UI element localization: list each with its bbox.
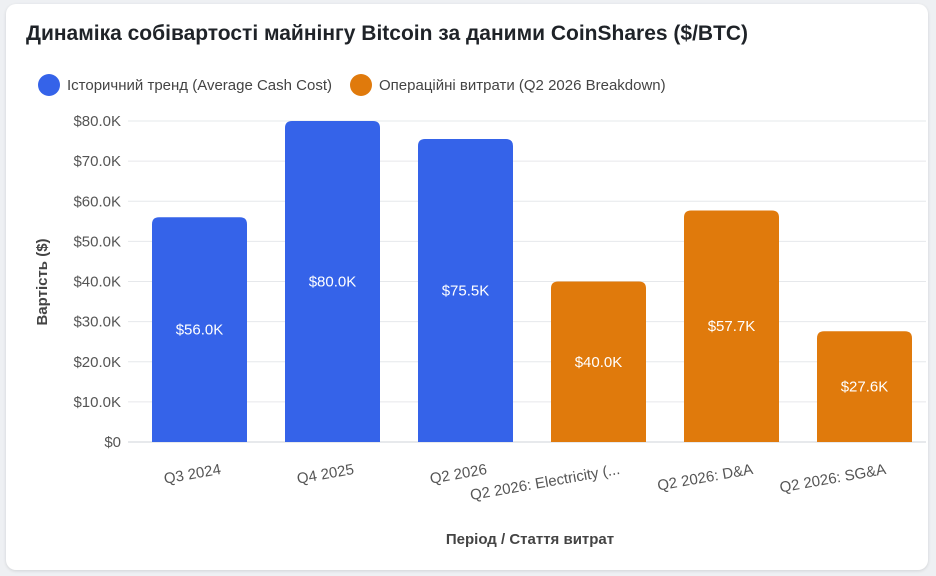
bar-historical[interactable] <box>152 217 247 442</box>
y-axis-ticks: $0 $10.0K $20.0K $30.0K $40.0K $50.0K $60.0K $7… <box>73 113 121 451</box>
bar-value-label: $56.0K <box>176 322 224 339</box>
grid-lines <box>128 120 926 443</box>
bar-labels: $56.0K $80.0K $75.5K $40.0K $57.7K $27.6K <box>176 274 889 396</box>
chart-legend: Історичний тренд (Average Cash Cost) Опе… <box>38 74 666 96</box>
legend-item-operational[interactable]: Операційні витрати (Q2 2026 Breakdown) <box>350 74 666 96</box>
y-tick-label: $50.0K <box>73 233 121 250</box>
bar-value-label: $75.5K <box>442 283 490 300</box>
bar-value-label: $57.7K <box>708 318 756 335</box>
y-tick-label: $20.0K <box>73 354 121 371</box>
x-tick-label: Q4 2025 <box>296 461 356 488</box>
bars <box>152 121 912 442</box>
bar-operational[interactable] <box>551 281 646 443</box>
legend-swatch-historical <box>38 74 60 96</box>
legend-label-operational: Операційні витрати (Q2 2026 Breakdown) <box>379 76 666 94</box>
bar-historical[interactable] <box>285 121 380 442</box>
x-tick-label: Q2 2026: D&A <box>656 461 754 495</box>
legend-item-historical[interactable]: Історичний тренд (Average Cash Cost) <box>38 74 332 96</box>
x-tick-label: Q2 2026: SG&A <box>778 461 887 496</box>
bar-value-label: $40.0K <box>575 354 623 371</box>
y-tick-label: $40.0K <box>73 274 121 291</box>
y-axis-title: Вартість ($) <box>34 238 51 325</box>
y-tick-label: $30.0K <box>73 314 121 331</box>
y-tick-label: $0 <box>104 434 121 451</box>
x-tick-label: Q2 2026: Electricity (... <box>469 461 621 504</box>
x-axis-title: Період / Стаття витрат <box>446 531 614 548</box>
y-tick-label: $80.0K <box>73 113 121 130</box>
bar-value-label: $80.0K <box>309 274 357 291</box>
y-tick-label: $60.0K <box>73 193 121 210</box>
x-tick-label: Q3 2024 <box>163 461 223 488</box>
bar-historical[interactable] <box>418 139 513 442</box>
y-tick-label: $10.0K <box>73 394 121 411</box>
bar-operational[interactable] <box>817 331 912 442</box>
bar-value-label: $27.6K <box>841 379 889 396</box>
legend-label-historical: Історичний тренд (Average Cash Cost) <box>67 76 332 94</box>
y-tick-label: $70.0K <box>73 153 121 170</box>
x-tick-label: Q2 2026 <box>429 461 489 488</box>
legend-swatch-operational <box>350 74 372 96</box>
chart-title: Динаміка собівартості майнінгу Bitcoin з… <box>26 22 749 45</box>
bar-operational[interactable] <box>684 210 779 442</box>
